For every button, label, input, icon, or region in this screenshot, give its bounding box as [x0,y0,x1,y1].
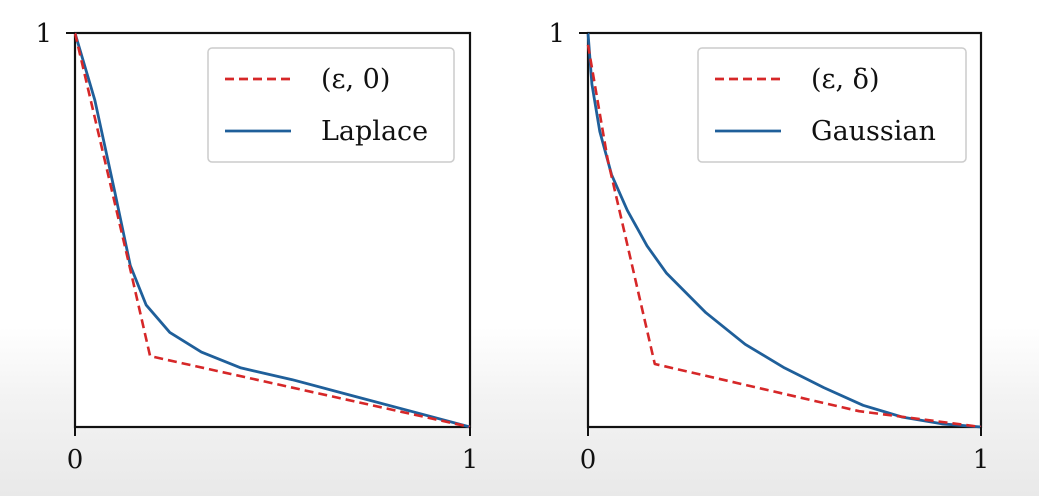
x-tick-label: 0 [67,445,84,475]
chart-panel-right: 0 1 1 (ε, δ) Gaussian [548,19,989,475]
legend-label: (ε, 0) [321,64,390,95]
chart-panel-left: 0 1 1 (ε, 0) Laplace [35,19,478,475]
series-line-privacy-bound [73,32,471,429]
x-tick-label: 1 [973,445,990,475]
legend-box [697,47,967,163]
legend: (ε, 0) Laplace [207,47,455,163]
x-tick-label: 0 [580,445,597,475]
x-tick-label: 1 [462,445,479,475]
legend-box [207,47,455,163]
legend-label: Gaussian [811,116,936,147]
legend-label: Laplace [321,116,428,147]
series-line-mechanism-curve [586,32,982,429]
legend: (ε, δ) Gaussian [697,47,967,163]
legend-label: (ε, δ) [811,64,879,95]
y-tick-label: 1 [35,19,52,49]
series-line-privacy-bound [586,44,982,429]
y-tick-label: 1 [548,19,565,49]
series-line-mechanism-curve [73,32,471,429]
